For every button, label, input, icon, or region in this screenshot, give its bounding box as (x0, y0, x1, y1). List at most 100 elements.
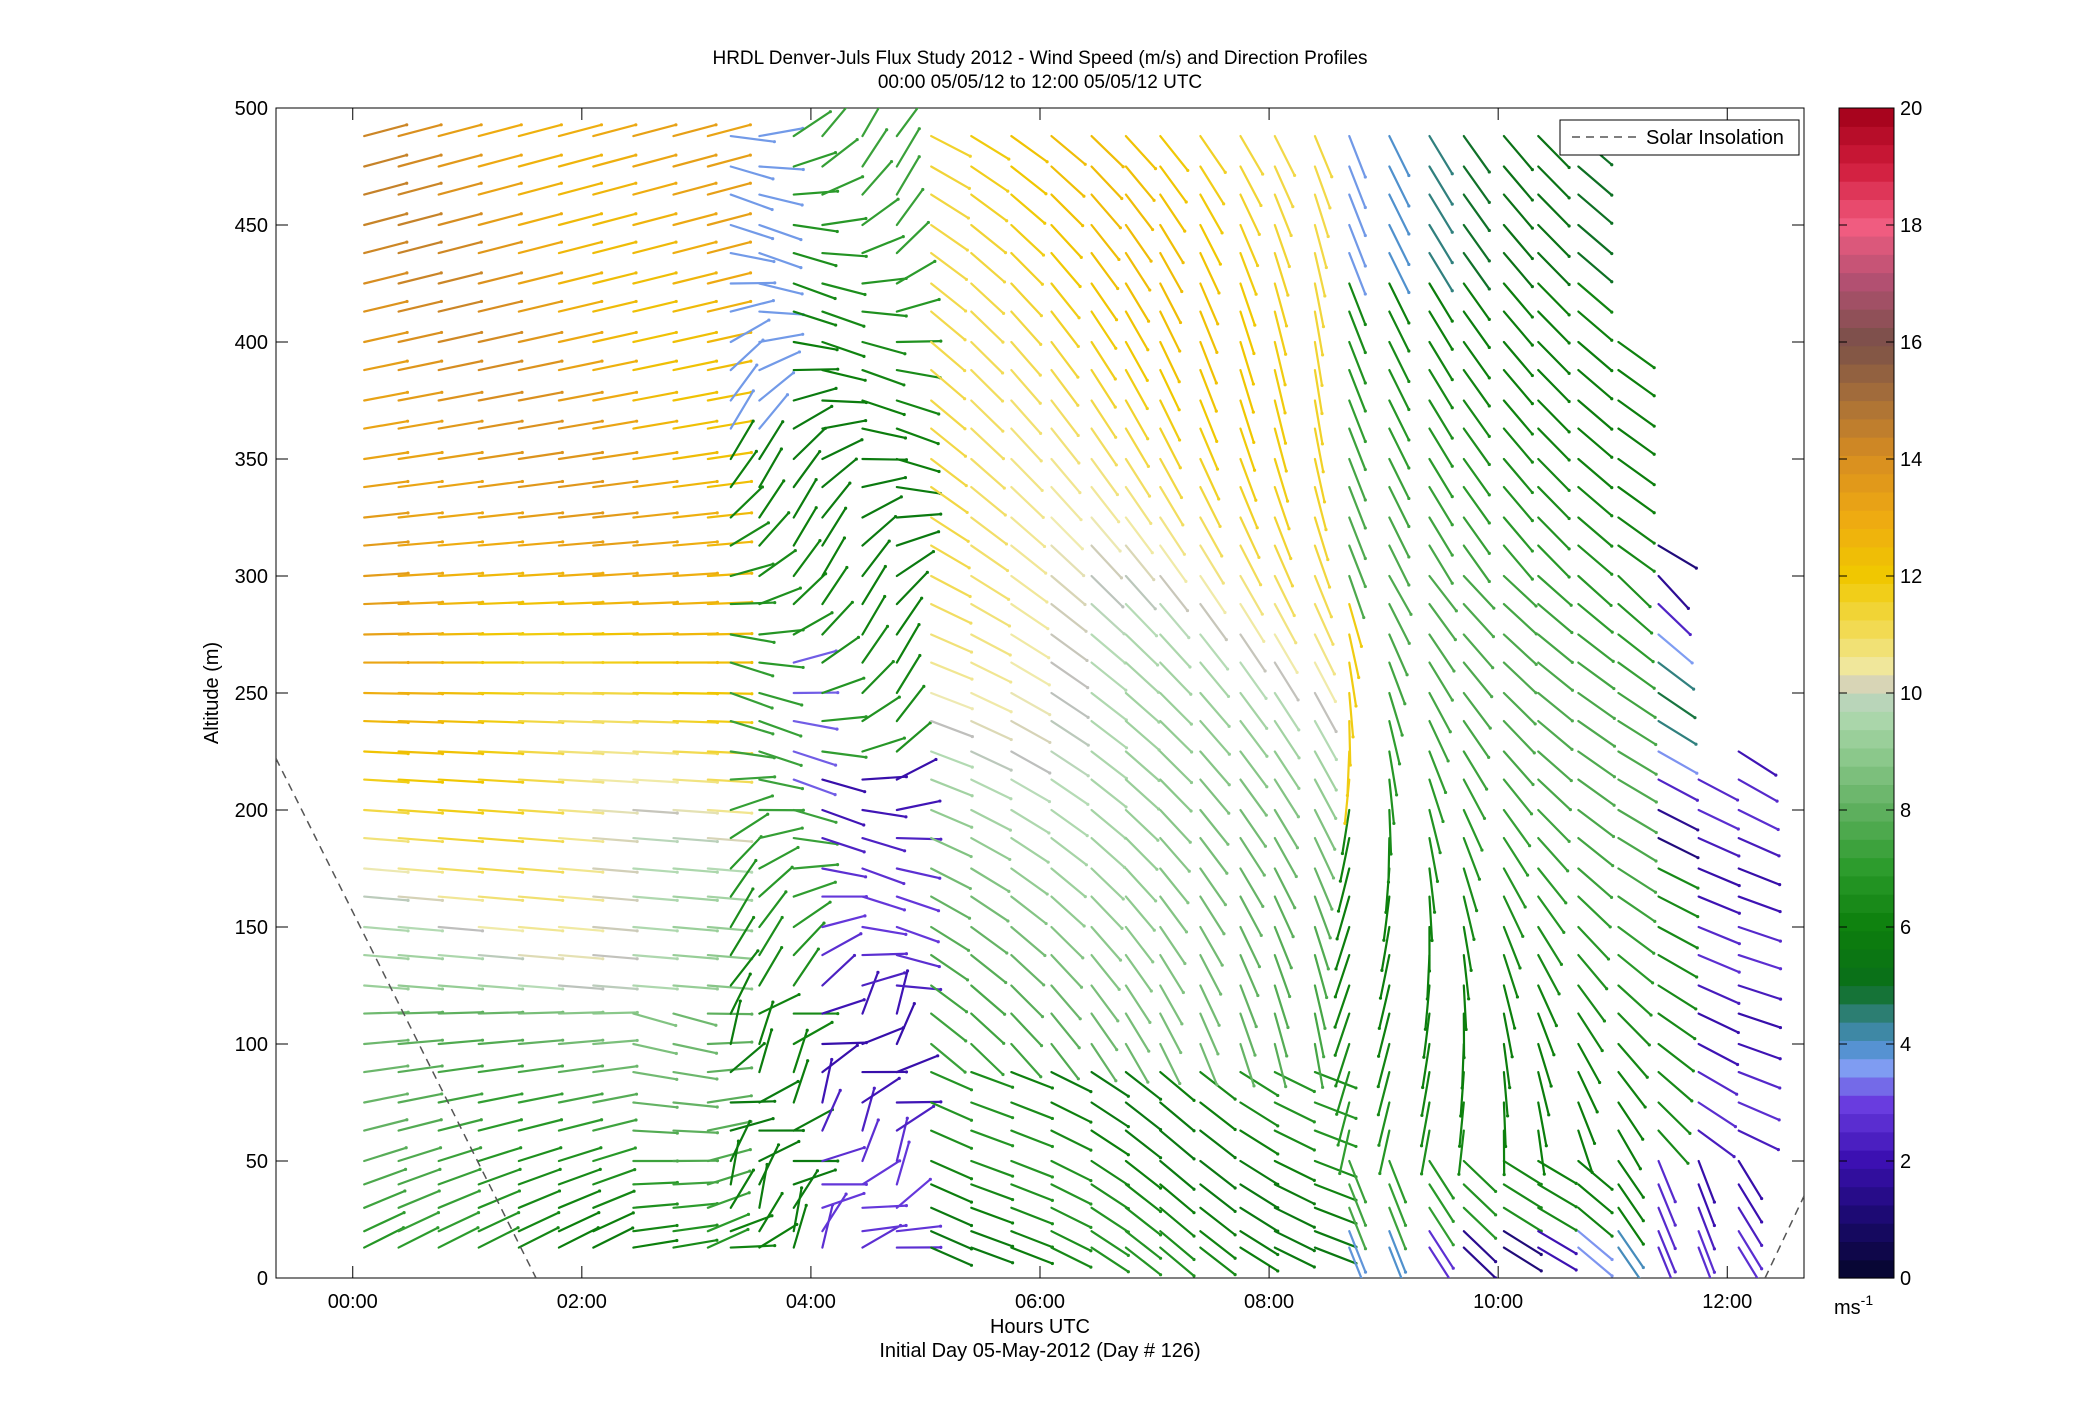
wind-barb (1462, 368, 1491, 408)
wind-barb-tip (519, 123, 523, 127)
wind-barb (632, 632, 679, 636)
wind-barb (1502, 1012, 1514, 1058)
wind-barb-tip (912, 1002, 916, 1006)
wind-barb (970, 778, 1012, 800)
wind-barb-tip (830, 1020, 834, 1024)
wind-barb (1313, 1012, 1325, 1058)
wind-barb (1159, 867, 1190, 904)
wind-barb-tip (1079, 985, 1084, 989)
wind-barb-tip (635, 571, 639, 575)
wind-barb (517, 480, 564, 489)
wind-barb-tip (601, 811, 605, 815)
wind-barb-tip (714, 330, 719, 335)
wind-barb (1010, 1129, 1054, 1148)
wind-barb-tip (889, 159, 894, 164)
wind-barb (1502, 1230, 1543, 1256)
wind-barb-tip (1610, 572, 1614, 576)
wind-barb-tip (1085, 834, 1089, 838)
wind-barb-tip (600, 479, 605, 484)
wind-barb (706, 867, 753, 874)
wind-barb (1462, 691, 1492, 730)
wind-barb (397, 1226, 439, 1249)
wind-barb (632, 953, 679, 960)
wind-barb-tip (675, 870, 679, 874)
wind-barb-tip (1776, 827, 1780, 832)
wind-barb (1537, 310, 1571, 345)
wind-barb (1462, 778, 1486, 820)
wind-barb (1273, 1129, 1316, 1152)
wind-barb (397, 123, 443, 138)
wind-barb (1577, 750, 1616, 778)
wind-barb (729, 691, 774, 710)
wind-barb (672, 1202, 719, 1209)
wind-barb-tip (1179, 1050, 1183, 1055)
wind-barb-tip (1600, 1048, 1604, 1053)
wind-barb-tip (635, 929, 639, 933)
wind-barb-tip (406, 870, 410, 874)
wind-barb-tip (1362, 615, 1366, 620)
wind-barb (557, 808, 604, 815)
wind-barb-tip (815, 1169, 820, 1173)
wind-barb-tip (559, 212, 563, 216)
wind-barb-tip (675, 540, 679, 544)
wind-barb-tip (1427, 969, 1432, 973)
wind-barb-tip (849, 101, 852, 104)
wind-barb-tip (835, 348, 839, 352)
colorbar-band (1839, 382, 1894, 402)
wind-barb-tip (1574, 1181, 1578, 1185)
wind-barb-tip (1610, 369, 1614, 373)
wind-barb (1239, 691, 1268, 730)
wind-barb-tip (1695, 975, 1699, 979)
wind-barb-tip (1325, 995, 1329, 1000)
wind-barb-tip (1257, 555, 1261, 560)
wind-barb (437, 480, 484, 489)
wind-barb (1577, 1206, 1614, 1238)
wind-barb (895, 597, 923, 636)
wind-barb (758, 946, 783, 987)
wind-barb-tip (1778, 883, 1782, 887)
wind-barb-tip (597, 1189, 602, 1193)
wind-barb (437, 867, 484, 874)
wind-barb (592, 420, 638, 430)
wind-barb (632, 1042, 678, 1055)
wind-barb-tip (714, 212, 718, 216)
wind-barb-tip (937, 297, 941, 302)
wind-barb-tip (926, 220, 930, 225)
wind-barb (1617, 516, 1656, 545)
wind-barb-tip (479, 271, 483, 275)
wind-barb (592, 691, 639, 695)
wind-barb (1428, 427, 1454, 468)
wind-barb (397, 300, 443, 313)
wind-barb-tip (835, 727, 839, 731)
wind-barb (1428, 1246, 1451, 1278)
wind-barb-tip (864, 418, 868, 423)
wind-barb (930, 310, 967, 341)
wind-barb-tip (748, 1169, 752, 1173)
wind-barb (1378, 984, 1391, 1030)
wind-barb-tip (966, 216, 971, 220)
wind-barb (557, 1168, 602, 1186)
wind-barb-tip (791, 371, 796, 375)
wind-barb-tip (1487, 579, 1491, 584)
wind-barb (592, 1118, 638, 1132)
wind-barb-tip (1089, 1202, 1093, 1206)
wind-barb (1124, 1042, 1149, 1084)
wind-barb-tip (936, 530, 941, 534)
wind-barb-tip (1363, 205, 1367, 210)
wind-barb (792, 778, 837, 796)
wind-barb-tip (876, 970, 880, 974)
wind-barb (363, 925, 410, 932)
wind-barb-tip (1451, 1266, 1455, 1270)
wind-barb-tip (1178, 349, 1182, 353)
wind-barb (792, 1059, 809, 1104)
wind-barb (1457, 1129, 1465, 1176)
wind-barb-tip (479, 123, 483, 127)
wind-barb-tip (1450, 172, 1454, 176)
wind-barb (1428, 778, 1445, 823)
wind-barb-tip (440, 987, 445, 991)
wind-barb-tip (479, 1146, 483, 1150)
wind-barb (1388, 633, 1409, 676)
wind-barb (1737, 867, 1781, 886)
wind-barb-tip (969, 1177, 974, 1181)
wind-barb-tip (750, 870, 754, 874)
